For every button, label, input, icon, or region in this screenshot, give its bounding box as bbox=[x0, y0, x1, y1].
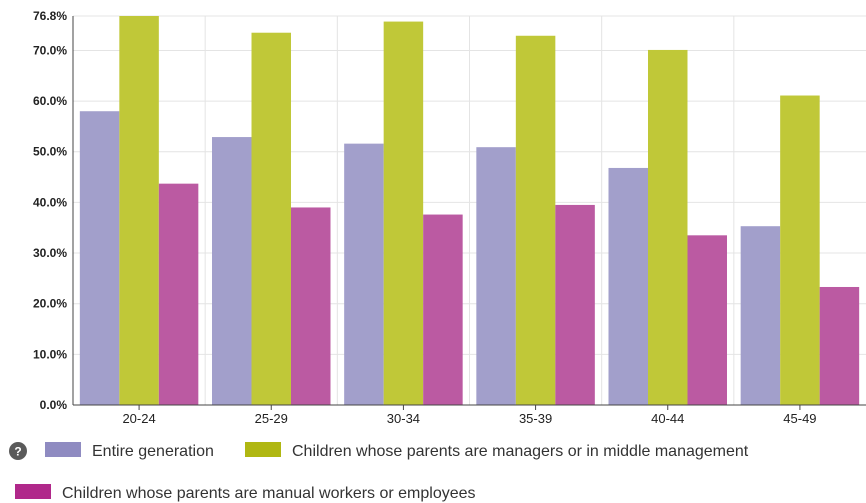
y-tick-label: 60.0% bbox=[33, 94, 67, 108]
y-tick-label: 30.0% bbox=[33, 246, 67, 260]
bar-1-25-29[interactable] bbox=[212, 137, 252, 406]
y-tick-label: 40.0% bbox=[33, 195, 67, 209]
legend-item-2[interactable]: Children whose parents are managers or i… bbox=[245, 442, 749, 460]
grid-layer bbox=[72, 15, 866, 405]
x-tick-label: 40-44 bbox=[651, 411, 684, 426]
x-tick-label: 30-34 bbox=[387, 411, 420, 426]
legend-item-3[interactable]: Children whose parents are manual worker… bbox=[15, 484, 476, 502]
bar-2-45-49[interactable] bbox=[780, 95, 820, 406]
bar-1-35-39[interactable] bbox=[476, 147, 516, 405]
axis-layer: 0.0% 10.0% 20.0% 30.0% 40.0% 50.0% 60.0% 70.0% 7… bbox=[33, 9, 866, 426]
help-glyph: ? bbox=[14, 445, 21, 459]
legend-label: Entire generation bbox=[92, 443, 214, 460]
bar-2-25-29[interactable] bbox=[251, 32, 292, 405]
bar-layer bbox=[79, 16, 860, 406]
help-circle-icon-bg bbox=[9, 442, 27, 460]
x-tick-label: 35-39 bbox=[519, 411, 552, 426]
legend-swatch bbox=[45, 442, 81, 457]
y-tick-label: 20.0% bbox=[33, 297, 67, 311]
legend-item-1[interactable]: Entire generation bbox=[45, 442, 214, 460]
help-circle-icon[interactable]: ? bbox=[9, 442, 27, 460]
legend-swatch bbox=[15, 484, 51, 499]
bar-3-40-44[interactable] bbox=[687, 235, 728, 405]
legend: ? Entire generation Children whose parents… bbox=[9, 442, 749, 502]
y-tick-label: 70.0% bbox=[33, 43, 67, 57]
bar-3-45-49[interactable] bbox=[819, 286, 860, 405]
legend-label: Children whose parents are manual worker… bbox=[62, 485, 476, 502]
x-tick-label: 45-49 bbox=[783, 411, 816, 426]
x-tick-label: 25-29 bbox=[255, 411, 288, 426]
bar-3-35-39[interactable] bbox=[555, 204, 595, 405]
bar-1-30-34[interactable] bbox=[344, 143, 384, 405]
y-tick-label: 0.0% bbox=[40, 398, 68, 412]
bar-2-40-44[interactable] bbox=[648, 49, 688, 406]
y-tick-label: 76.8% bbox=[33, 9, 67, 23]
bar-3-20-24[interactable] bbox=[158, 183, 199, 405]
bar-3-30-34[interactable] bbox=[423, 214, 463, 405]
x-tick-label: 20-24 bbox=[122, 411, 155, 426]
legend-swatch bbox=[245, 442, 281, 457]
bar-1-40-44[interactable] bbox=[608, 167, 649, 405]
legend-label: Children whose parents are managers or i… bbox=[292, 443, 749, 460]
bar-3-25-29[interactable] bbox=[291, 207, 331, 405]
bar-1-45-49[interactable] bbox=[740, 226, 781, 405]
bar-2-20-24[interactable] bbox=[119, 16, 159, 405]
bar-1-20-24[interactable] bbox=[79, 111, 120, 405]
bar-2-30-34[interactable] bbox=[383, 21, 424, 405]
y-tick-label: 10.0% bbox=[33, 347, 67, 361]
bar-2-35-39[interactable] bbox=[515, 35, 556, 405]
y-tick-label: 50.0% bbox=[33, 145, 67, 159]
